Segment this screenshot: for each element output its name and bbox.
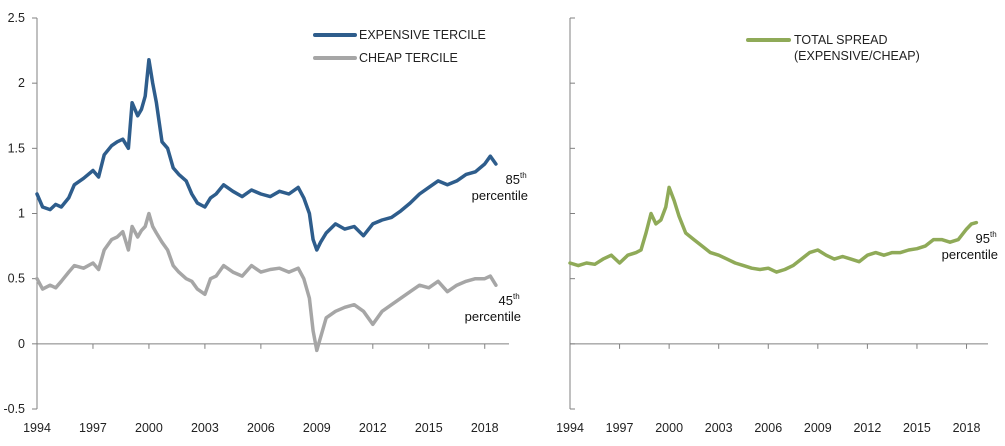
x-tick-label: 1997 <box>79 421 107 435</box>
annotation-superscript: th <box>990 230 997 239</box>
x-tick-label: 2000 <box>655 421 683 435</box>
legend-label: CHEAP TERCILE <box>359 51 458 65</box>
x-tick-label: 2003 <box>191 421 219 435</box>
series-line-expensive-tercile <box>35 57 498 252</box>
x-tick-label: 2012 <box>853 421 881 435</box>
x-tick-label: 1994 <box>556 421 584 435</box>
x-tick-label: 2000 <box>135 421 163 435</box>
x-tick-label: 2006 <box>247 421 275 435</box>
x-tick-label: 2012 <box>359 421 387 435</box>
x-tick-label: 2015 <box>903 421 931 435</box>
y-tick-label: -0.5 <box>3 402 25 416</box>
annotation-text: percentile <box>942 247 998 262</box>
y-tick-label: 0 <box>18 337 25 351</box>
x-tick-label: 2009 <box>303 421 331 435</box>
y-tick-label: 1 <box>18 207 25 221</box>
y-tick-label: 2 <box>18 76 25 90</box>
y-tick-label: 0.5 <box>8 272 25 286</box>
series-line-total-spread <box>568 185 979 274</box>
annotation-value: 45 <box>499 293 513 308</box>
annotation-value: 95 <box>976 231 990 246</box>
legend-label: (EXPENSIVE/CHEAP) <box>794 49 920 63</box>
x-tick-label: 2015 <box>415 421 443 435</box>
legend-label: TOTAL SPREAD <box>794 33 888 47</box>
annotation-text: percentile <box>465 309 521 324</box>
annotation-superscript: th <box>520 171 527 180</box>
series-line-cheap-tercile <box>35 211 498 353</box>
annotation-value: 85 <box>506 172 520 187</box>
x-tick-label: 2003 <box>705 421 733 435</box>
x-tick-label: 1997 <box>606 421 634 435</box>
x-tick-label: 2018 <box>953 421 981 435</box>
x-tick-label: 1994 <box>23 421 51 435</box>
right-chart-panel: 1994 1997 2000 2003 2006 2009 2012 2015 2018 TOTA… <box>556 17 998 435</box>
y-tick-label: 2.5 <box>8 11 25 25</box>
legend-label: EXPENSIVE TERCILE <box>359 28 486 42</box>
x-tick-label: 2018 <box>471 421 499 435</box>
x-tick-label: 2009 <box>804 421 832 435</box>
annotation-text: percentile <box>472 188 528 203</box>
left-chart-panel: -0.5 0 0.5 1 1.5 2 2.5 1994 1997 2000 2003 2006 2009… <box>3 11 528 435</box>
y-tick-label: 1.5 <box>8 141 25 155</box>
x-tick-label: 2006 <box>754 421 782 435</box>
annotation-superscript: th <box>513 292 520 301</box>
